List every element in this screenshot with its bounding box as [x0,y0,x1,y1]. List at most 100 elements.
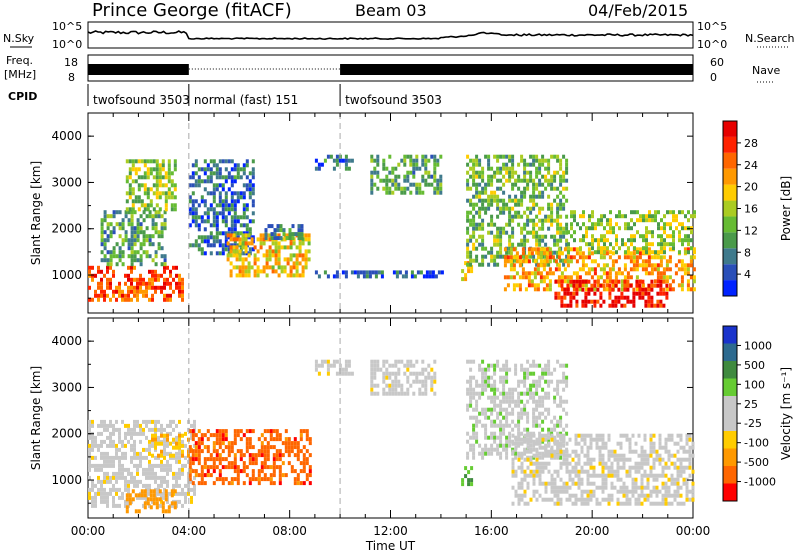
data-cell [100,491,103,496]
ytick-label: 4000 [51,334,82,348]
data-cell [151,499,154,504]
data-cell [419,270,423,275]
data-cell [221,429,225,434]
data-cell [106,222,110,227]
data-cell [415,154,419,159]
data-cell [299,469,303,474]
data-cell [640,485,644,490]
data-cell [291,224,295,229]
data-cell [259,233,263,238]
data-cell [574,501,578,506]
data-cell [577,477,581,482]
data-cell [548,271,552,276]
colorbar-tick-label: 16 [744,203,758,216]
data-cell [103,495,106,500]
data-cell [112,483,115,488]
data-cell [538,238,542,243]
data-cell [124,423,127,428]
data-cell [481,447,485,452]
data-cell [499,250,503,255]
data-cell [523,174,527,179]
data-cell [658,473,662,478]
data-cell [277,257,281,262]
data-cell [690,246,693,251]
data-cell [478,174,482,179]
data-cell [272,473,276,478]
data-cell [556,449,560,454]
data-cell [581,263,585,268]
data-cell [109,222,113,227]
data-cell [251,429,255,434]
data-cell [412,363,416,368]
data-cell [493,387,497,392]
data-cell [154,447,157,452]
data-cell [155,187,159,192]
data-cell [635,263,639,268]
data-cell [391,190,395,195]
data-cell [118,455,121,460]
data-cell [151,222,155,227]
data-cell [266,465,270,470]
data-cell [203,481,207,486]
data-cell [582,238,585,243]
data-cell [641,279,645,284]
data-cell [559,363,563,368]
data-cell [154,277,157,282]
data-cell [478,162,482,167]
data-cell [200,441,204,446]
data-cell [556,485,560,490]
data-cell [475,158,479,163]
data-cell [594,250,597,255]
data-cell [289,253,293,258]
data-cell [505,206,509,211]
data-cell [502,423,506,428]
data-cell [371,270,375,275]
data-cell [341,158,345,163]
data-cell [263,437,267,442]
data-cell [118,463,121,468]
data-cell [475,174,479,179]
data-cell [556,441,560,446]
data-cell [623,255,627,260]
data-cell [533,275,537,280]
data-cell [565,242,569,247]
data-cell [656,291,660,296]
data-cell [586,473,590,478]
data-cell [173,163,177,168]
data-cell [128,497,132,502]
data-cell [469,202,473,207]
data-cell [499,439,503,444]
data-cell [553,415,557,420]
data-cell [650,279,654,284]
data-cell [487,194,491,199]
data-cell [270,232,274,237]
data-cell [167,163,171,168]
data-cell [484,182,488,187]
data-cell [646,497,650,502]
data-cell [670,473,674,478]
data-cell [678,230,681,235]
data-cell [541,419,545,424]
data-cell [535,158,539,163]
data-cell [301,253,305,258]
data-cell [152,207,156,212]
data-cell [385,178,389,183]
data-cell [673,453,677,458]
data-cell [665,287,669,292]
data-cell [562,375,566,380]
data-cell [517,174,521,179]
data-cell [163,226,167,231]
data-cell [611,299,615,304]
data-cell [535,461,539,466]
data-cell [433,391,437,396]
data-cell [562,202,566,207]
data-cell [627,246,630,251]
data-cell [526,437,530,442]
data-cell [268,257,272,262]
data-cell [88,495,91,500]
data-cell [166,483,169,488]
data-cell [373,367,377,372]
data-cell [127,285,130,290]
data-cell [604,461,608,466]
data-cell [601,489,605,494]
